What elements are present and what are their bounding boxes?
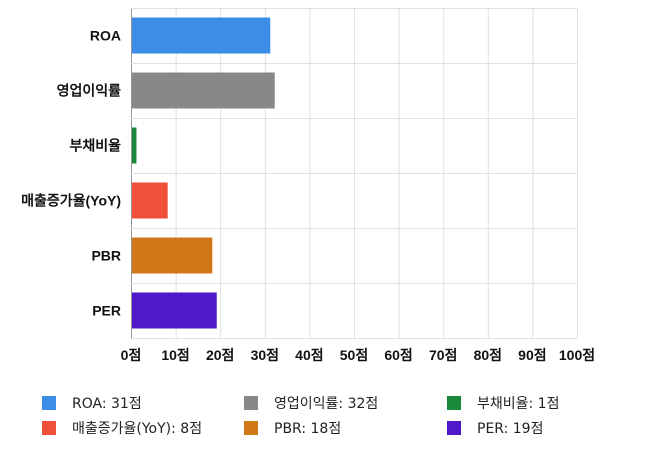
x-tick-label: 10점 — [161, 347, 189, 363]
legend-swatch — [244, 421, 258, 435]
legend-swatch — [244, 396, 258, 410]
legend-swatch — [42, 396, 56, 410]
x-tick-labels: 0점 10점 20점 30점 40점 50점 60점 70점 80점 90점 100점 — [121, 347, 595, 363]
x-tick-label: 80점 — [474, 347, 502, 363]
legend-item: 영업이익률: 32점 — [244, 394, 378, 412]
grid-lines — [131, 8, 578, 339]
category-label: PER — [92, 303, 121, 319]
legend-item: PBR: 18점 — [244, 419, 341, 437]
legend-item: 부채비율: 1점 — [447, 394, 559, 412]
bar — [132, 17, 271, 54]
bar — [132, 292, 217, 329]
category-label: 부채비율 — [69, 138, 121, 154]
bar — [132, 127, 137, 164]
legend-label: 부채비율: 1점 — [477, 396, 560, 412]
legend-label: ROA: 31점 — [72, 396, 142, 412]
x-tick-label: 90점 — [518, 347, 546, 363]
x-tick-label: 100점 — [559, 347, 595, 363]
category-label: PBR — [91, 248, 121, 264]
category-label: ROA — [90, 28, 121, 44]
bar — [132, 72, 275, 109]
legend-item: PER: 19점 — [447, 419, 543, 437]
x-tick-label: 50점 — [340, 347, 368, 363]
bar — [132, 182, 168, 219]
category-label: 매출증가율(YoY) — [21, 193, 121, 209]
x-tick-label: 0점 — [121, 347, 142, 363]
legend-swatch — [42, 421, 56, 435]
legend-label: PER: 19점 — [477, 421, 544, 437]
x-tick-label: 40점 — [295, 347, 323, 363]
x-tick-label: 60점 — [384, 347, 412, 363]
legend-item: 매출증가율(YoY): 8점 — [42, 419, 202, 437]
legend-label: 매출증가율(YoY): 8점 — [72, 421, 203, 437]
legend-item: ROA: 31점 — [42, 394, 142, 412]
bars — [132, 17, 275, 329]
x-tick-label: 30점 — [251, 347, 279, 363]
legend-swatch — [447, 396, 461, 410]
category-label: 영업이익률 — [57, 83, 122, 99]
legend-label: 영업이익률: 32점 — [274, 396, 379, 412]
legend-swatch — [447, 421, 461, 435]
x-tick-label: 70점 — [429, 347, 457, 363]
legend-label: PBR: 18점 — [274, 421, 342, 437]
x-tick-label: 20점 — [206, 347, 234, 363]
legend: ROA: 31점 영업이익률: 32점 부채비율: 1점 매출증가율(YoY):… — [0, 388, 650, 444]
bar — [132, 237, 213, 274]
